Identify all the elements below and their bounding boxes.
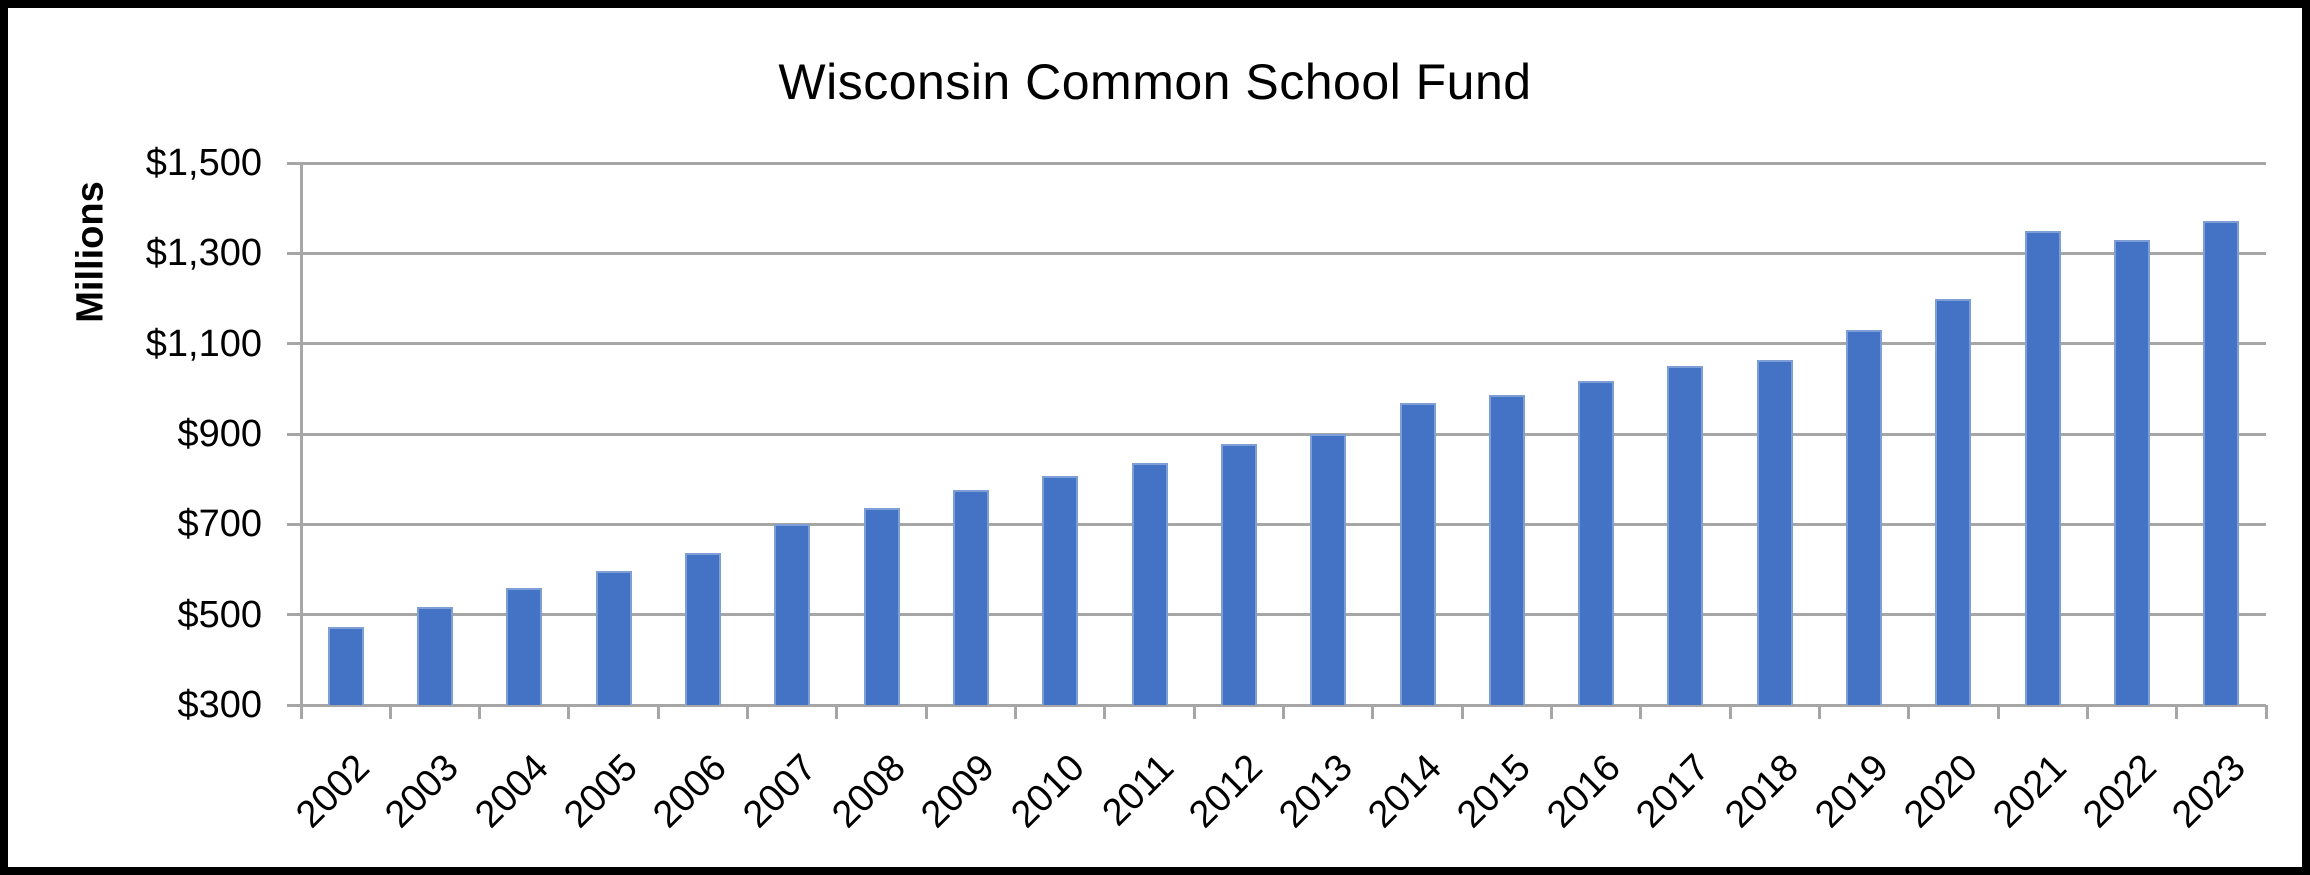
bar-2011 bbox=[1131, 463, 1168, 705]
bar-2020 bbox=[1935, 298, 1972, 705]
bar-2023 bbox=[2203, 220, 2240, 705]
y-axis-tick bbox=[287, 342, 301, 346]
x-tick-label-2008: 2008 bbox=[824, 746, 914, 837]
gridline-700 bbox=[301, 522, 2266, 526]
y-tick-label-900: $900 bbox=[177, 413, 262, 455]
bar-2002 bbox=[327, 626, 364, 705]
bar-2004 bbox=[506, 588, 543, 705]
x-tick-label-2006: 2006 bbox=[645, 746, 736, 837]
y-tick-label-1300: $1,300 bbox=[145, 232, 262, 275]
gridline-500 bbox=[301, 613, 2266, 617]
x-axis-tick bbox=[1282, 705, 1286, 719]
x-tick-label-2015: 2015 bbox=[1449, 746, 1540, 837]
y-tick-label-500: $500 bbox=[177, 593, 262, 636]
bar-2017 bbox=[1667, 366, 1704, 705]
x-tick-label-2005: 2005 bbox=[556, 746, 646, 837]
bar-2007 bbox=[774, 523, 811, 705]
x-tick-label-2011: 2011 bbox=[1094, 746, 1182, 835]
x-axis-tick bbox=[1907, 705, 1911, 719]
x-axis-tick bbox=[1014, 705, 1018, 719]
x-tick-label-2016: 2016 bbox=[1538, 746, 1629, 837]
bar-2012 bbox=[1220, 444, 1257, 705]
bar-2021 bbox=[2024, 231, 2061, 705]
x-axis-tick bbox=[2175, 705, 2179, 719]
x-axis-tick bbox=[835, 705, 839, 719]
y-axis-tick bbox=[287, 432, 301, 436]
x-axis-tick bbox=[388, 705, 392, 719]
x-tick-label-2014: 2014 bbox=[1360, 746, 1450, 837]
bar-2009 bbox=[952, 490, 989, 705]
x-tick-label-2010: 2010 bbox=[1003, 746, 1093, 837]
bar-2003 bbox=[416, 607, 453, 705]
x-axis-tick bbox=[2085, 705, 2089, 719]
y-tick-label-700: $700 bbox=[177, 503, 262, 546]
bar-2014 bbox=[1399, 402, 1436, 705]
x-tick-label-2007: 2007 bbox=[735, 746, 825, 837]
x-axis-tick bbox=[2264, 705, 2268, 719]
x-tick-label-2017: 2017 bbox=[1628, 746, 1718, 837]
x-axis-tick bbox=[567, 705, 571, 719]
x-tick-label-2013: 2013 bbox=[1270, 746, 1361, 837]
y-axis-tick bbox=[287, 703, 301, 707]
x-axis-tick bbox=[1371, 705, 1375, 719]
x-tick-label-2009: 2009 bbox=[913, 746, 1004, 837]
gridline-1100 bbox=[301, 342, 2266, 346]
gridline-900 bbox=[301, 432, 2266, 436]
bar-2005 bbox=[595, 571, 632, 705]
bar-2010 bbox=[1042, 476, 1079, 705]
y-axis-tick bbox=[287, 251, 301, 255]
bar-2015 bbox=[1488, 395, 1525, 705]
x-tick-label-2002: 2002 bbox=[288, 746, 378, 837]
x-axis-tick bbox=[1996, 705, 2000, 719]
chart-title: Wisconsin Common School Fund bbox=[778, 54, 1532, 110]
x-axis-tick bbox=[1103, 705, 1107, 719]
gridline-1500 bbox=[301, 161, 2266, 165]
y-tick-label-300: $300 bbox=[177, 684, 262, 726]
x-tick-label-2023: 2023 bbox=[2164, 746, 2254, 837]
x-axis-tick bbox=[478, 705, 482, 719]
x-tick-label-2022: 2022 bbox=[2074, 746, 2165, 837]
x-tick-label-2004: 2004 bbox=[467, 746, 557, 837]
x-axis-tick bbox=[299, 705, 303, 719]
y-tick-label-1500: $1,500 bbox=[145, 142, 262, 184]
x-tick-label-2018: 2018 bbox=[1717, 746, 1808, 837]
x-axis-tick bbox=[1549, 705, 1553, 719]
x-axis-tick bbox=[1728, 705, 1732, 719]
y-axis-tick bbox=[287, 161, 301, 165]
bar-2008 bbox=[863, 507, 900, 705]
x-axis-tick bbox=[656, 705, 660, 719]
x-tick-label-2019: 2019 bbox=[1806, 746, 1897, 837]
y-tick-label-1100: $1,100 bbox=[145, 322, 262, 365]
bar-2006 bbox=[684, 553, 721, 705]
bar-2019 bbox=[1846, 329, 1883, 705]
bar-2018 bbox=[1756, 360, 1793, 705]
bar-2013 bbox=[1310, 434, 1347, 705]
y-axis-tick bbox=[287, 613, 301, 617]
bar-2016 bbox=[1578, 381, 1615, 705]
x-tick-label-2020: 2020 bbox=[1896, 746, 1986, 837]
bar-2022 bbox=[2114, 240, 2151, 705]
x-axis-tick bbox=[924, 705, 928, 719]
x-axis-tick bbox=[1817, 705, 1821, 719]
x-axis-tick bbox=[1639, 705, 1643, 719]
y-axis-line bbox=[299, 163, 303, 705]
y-axis-tick bbox=[287, 522, 301, 526]
gridline-1300 bbox=[301, 251, 2266, 255]
x-tick-label-2003: 2003 bbox=[377, 746, 468, 837]
x-axis-tick bbox=[1460, 705, 1464, 719]
x-tick-label-2021: 2021 bbox=[1985, 746, 2076, 837]
x-axis-tick bbox=[746, 705, 750, 719]
x-tick-label-2012: 2012 bbox=[1181, 746, 1272, 837]
x-axis-tick bbox=[1192, 705, 1196, 719]
